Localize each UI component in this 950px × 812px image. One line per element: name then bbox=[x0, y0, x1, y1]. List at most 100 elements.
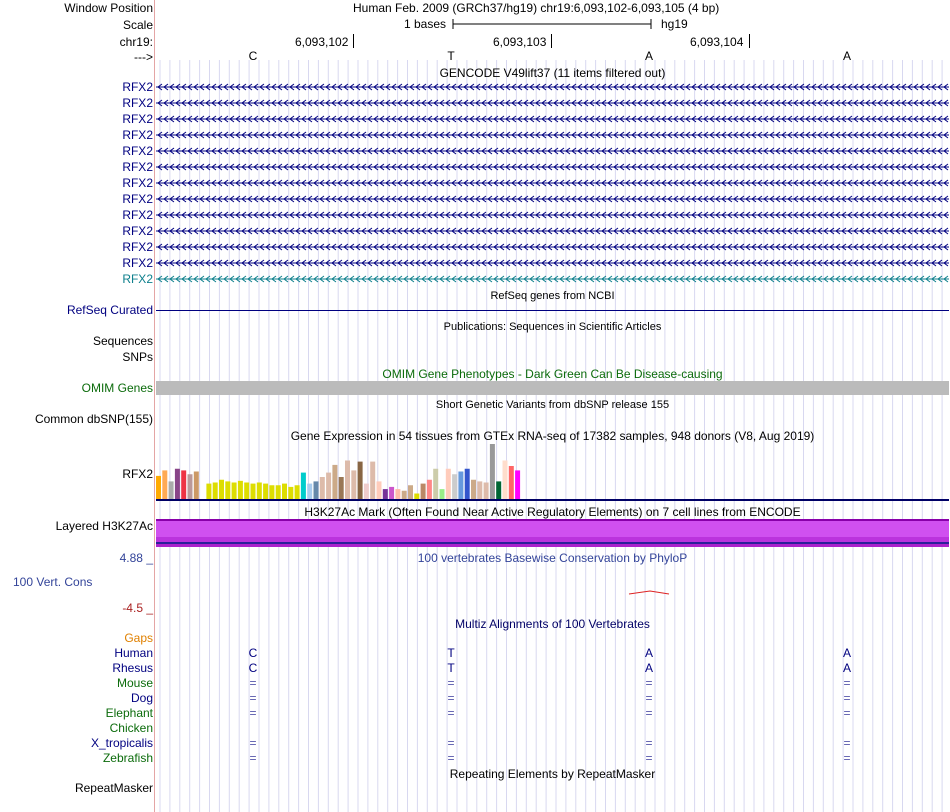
multiz-species-label[interactable]: Mouse bbox=[116, 676, 153, 690]
multiz-species-label[interactable]: Zebrafish bbox=[102, 751, 153, 765]
gencode-gene-label[interactable]: RFX2 bbox=[122, 160, 153, 174]
gtex-tissue-bar[interactable] bbox=[489, 444, 495, 499]
gencode-gene-label[interactable]: RFX2 bbox=[122, 192, 153, 206]
gtex-tissue-bar[interactable] bbox=[376, 481, 382, 499]
gtex-tissue-bar[interactable] bbox=[471, 479, 476, 499]
gtex-tissue-bar[interactable] bbox=[420, 483, 426, 499]
dbsnp-track-title[interactable]: Short Genetic Variants from dbSNP releas… bbox=[435, 399, 670, 411]
gtex-tissue-bar[interactable] bbox=[338, 477, 344, 499]
gtex-tissue-bar[interactable] bbox=[414, 493, 420, 500]
gtex-tissue-bar[interactable] bbox=[282, 483, 287, 499]
gencode-gene-transcript[interactable] bbox=[156, 273, 949, 285]
gtex-bar-chart[interactable] bbox=[156, 443, 949, 503]
gencode-gene-transcript[interactable] bbox=[156, 81, 949, 93]
gtex-tissue-bar[interactable] bbox=[433, 468, 439, 499]
gencode-gene-label[interactable]: RFX2 bbox=[122, 96, 153, 110]
gtex-tissue-bar[interactable] bbox=[389, 486, 395, 499]
gtex-tissue-bar[interactable] bbox=[200, 496, 206, 499]
refseq-gene-line[interactable] bbox=[156, 310, 949, 311]
gencode-gene-label[interactable]: RFX2 bbox=[122, 128, 153, 142]
omim-track-title[interactable]: OMIM Gene Phenotypes - Dark Green Can Be… bbox=[382, 367, 723, 381]
gtex-tissue-bar[interactable] bbox=[496, 481, 502, 499]
gencode-gene-label[interactable]: RFX2 bbox=[122, 272, 153, 286]
multiz-species-label[interactable]: Dog bbox=[130, 691, 153, 705]
h3k27ac-label[interactable]: Layered H3K27Ac bbox=[55, 519, 153, 533]
refseq-label[interactable]: RefSeq Curated bbox=[66, 303, 153, 317]
gencode-gene-transcript[interactable] bbox=[156, 113, 949, 125]
gencode-gene-transcript[interactable] bbox=[156, 161, 949, 173]
multiz-gaps-label[interactable]: Gaps bbox=[124, 631, 153, 645]
snps-label[interactable]: SNPs bbox=[122, 350, 153, 364]
gtex-track-title[interactable]: Gene Expression in 54 tissues from GTEx … bbox=[290, 429, 815, 443]
gencode-gene-label[interactable]: RFX2 bbox=[122, 208, 153, 222]
gencode-gene-transcript[interactable] bbox=[156, 129, 949, 141]
gtex-tissue-bar[interactable] bbox=[187, 474, 193, 499]
multiz-species-label[interactable]: Human bbox=[114, 646, 153, 660]
publications-label[interactable]: Sequences bbox=[92, 334, 153, 348]
gtex-tissue-bar[interactable] bbox=[275, 485, 281, 499]
gtex-tissue-bar[interactable] bbox=[508, 466, 514, 499]
gtex-tissue-bar[interactable] bbox=[313, 481, 319, 499]
gtex-tissue-bar[interactable] bbox=[408, 485, 413, 499]
dbsnp-label[interactable]: Common dbSNP(155) bbox=[34, 412, 153, 426]
gencode-gene-transcript[interactable] bbox=[156, 241, 949, 253]
repeatmasker-track-title[interactable]: Repeating Elements by RepeatMasker bbox=[449, 767, 656, 781]
gtex-tissue-bar[interactable] bbox=[269, 485, 275, 499]
h3k27ac-track-title[interactable]: H3K27Ac Mark (Often Found Near Active Re… bbox=[304, 505, 801, 519]
gtex-tissue-bar[interactable] bbox=[219, 479, 224, 499]
gtex-tissue-bar[interactable] bbox=[206, 483, 212, 499]
gencode-gene-label[interactable]: RFX2 bbox=[122, 256, 153, 270]
gtex-tissue-bar[interactable] bbox=[452, 474, 458, 499]
gtex-tissue-bar[interactable] bbox=[263, 483, 269, 499]
gtex-tissue-bar[interactable] bbox=[294, 485, 300, 499]
gencode-gene-transcript[interactable] bbox=[156, 177, 949, 189]
gtex-tissue-bar[interactable] bbox=[162, 470, 168, 499]
gtex-tissue-bar[interactable] bbox=[307, 483, 313, 499]
gtex-tissue-bar[interactable] bbox=[174, 468, 180, 499]
gtex-tissue-bar[interactable] bbox=[326, 472, 332, 499]
gtex-tissue-bar[interactable] bbox=[357, 461, 363, 499]
gtex-tissue-bar[interactable] bbox=[483, 482, 489, 500]
gtex-tissue-bar[interactable] bbox=[332, 464, 338, 499]
gtex-tissue-bar[interactable] bbox=[395, 489, 401, 499]
multiz-species-label[interactable]: X_tropicalis bbox=[90, 736, 153, 750]
gtex-tissue-bar[interactable] bbox=[502, 460, 508, 500]
gtex-tissue-bar[interactable] bbox=[345, 460, 350, 500]
conservation-track-title[interactable]: 100 vertebrates Basewise Conservation by… bbox=[417, 551, 688, 565]
gtex-tissue-bar[interactable] bbox=[225, 481, 231, 499]
gencode-gene-transcript[interactable] bbox=[156, 97, 949, 109]
gencode-gene-label[interactable]: RFX2 bbox=[122, 176, 153, 190]
gtex-gene-label[interactable]: RFX2 bbox=[122, 467, 153, 481]
gencode-gene-label[interactable]: RFX2 bbox=[122, 144, 153, 158]
conservation-label[interactable]: 100 Vert. Cons bbox=[13, 575, 93, 589]
gtex-tissue-bar[interactable] bbox=[477, 481, 483, 499]
gencode-gene-label[interactable]: RFX2 bbox=[122, 240, 153, 254]
refseq-track-title[interactable]: RefSeq genes from NCBI bbox=[490, 290, 615, 302]
gtex-tissue-bar[interactable] bbox=[231, 482, 237, 500]
gtex-tissue-bar[interactable] bbox=[256, 482, 262, 500]
gtex-tissue-bar[interactable] bbox=[439, 489, 445, 499]
gtex-tissue-bar[interactable] bbox=[237, 480, 243, 499]
gtex-tissue-bar[interactable] bbox=[181, 470, 187, 499]
gtex-tissue-bar[interactable] bbox=[426, 479, 432, 499]
gtex-tissue-bar[interactable] bbox=[212, 482, 218, 500]
gtex-tissue-bar[interactable] bbox=[244, 482, 250, 500]
gtex-tissue-bar[interactable] bbox=[319, 477, 325, 499]
gencode-gene-transcript[interactable] bbox=[156, 209, 949, 221]
gtex-tissue-bar[interactable] bbox=[363, 483, 369, 499]
gtex-tissue-bar[interactable] bbox=[250, 483, 256, 499]
omim-feature-bar[interactable] bbox=[156, 381, 949, 395]
gtex-tissue-bar[interactable] bbox=[515, 470, 521, 499]
gtex-tissue-bar[interactable] bbox=[300, 472, 306, 499]
gencode-track-title[interactable]: GENCODE V49lift37 (11 items filtered out… bbox=[439, 66, 666, 80]
multiz-species-label[interactable]: Elephant bbox=[105, 706, 153, 720]
publications-track-title[interactable]: Publications: Sequences in Scientific Ar… bbox=[443, 321, 662, 333]
gencode-gene-transcript[interactable] bbox=[156, 193, 949, 205]
gtex-tissue-bar[interactable] bbox=[351, 470, 357, 499]
gencode-gene-transcript[interactable] bbox=[156, 225, 949, 237]
gtex-tissue-bar[interactable] bbox=[193, 471, 199, 500]
gtex-tissue-bar[interactable] bbox=[401, 490, 407, 499]
multiz-species-label[interactable]: Chicken bbox=[109, 721, 153, 735]
gtex-tissue-bar[interactable] bbox=[382, 489, 388, 499]
gencode-gene-label[interactable]: RFX2 bbox=[122, 224, 153, 238]
